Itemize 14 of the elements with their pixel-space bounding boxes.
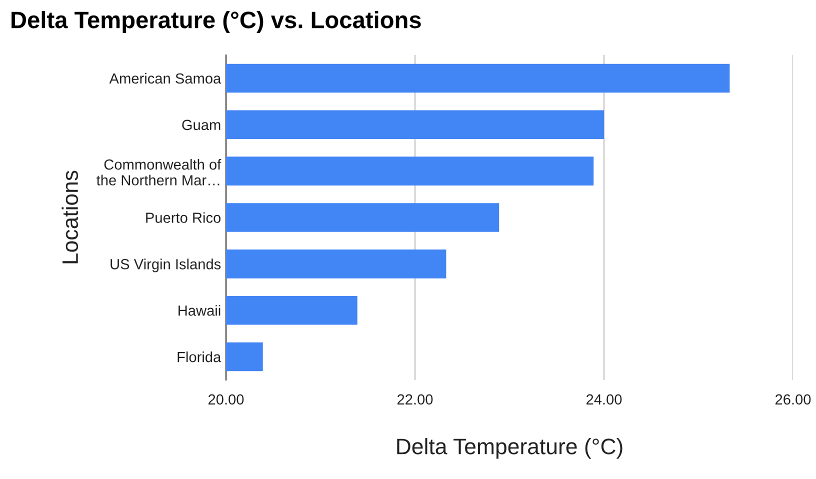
x-axis-title: Delta Temperature (°C): [397, 438, 622, 459]
y-tick-label: Commonwealth of the Northern Mar…: [96, 158, 222, 186]
y-tick-label: American Samoa: [109, 72, 222, 84]
x-tick-label: 24.00: [586, 394, 622, 405]
chart-title: Delta Temperature (°C) vs. Locations: [12, 10, 421, 34]
y-tick-label: US Virgin Islands: [110, 258, 221, 272]
y-tick-label: Puerto Rico: [146, 212, 221, 223]
y-tick-label: Guam: [182, 120, 220, 130]
x-tick-label: 20.00: [208, 394, 244, 405]
y-axis-title: Locations: [62, 170, 78, 264]
y-tick-label: Hawaii: [178, 305, 220, 316]
y-tick-label: Florida: [178, 352, 222, 362]
x-tick-label: 22.00: [397, 394, 433, 405]
x-tick-label: 26.00: [775, 394, 811, 405]
